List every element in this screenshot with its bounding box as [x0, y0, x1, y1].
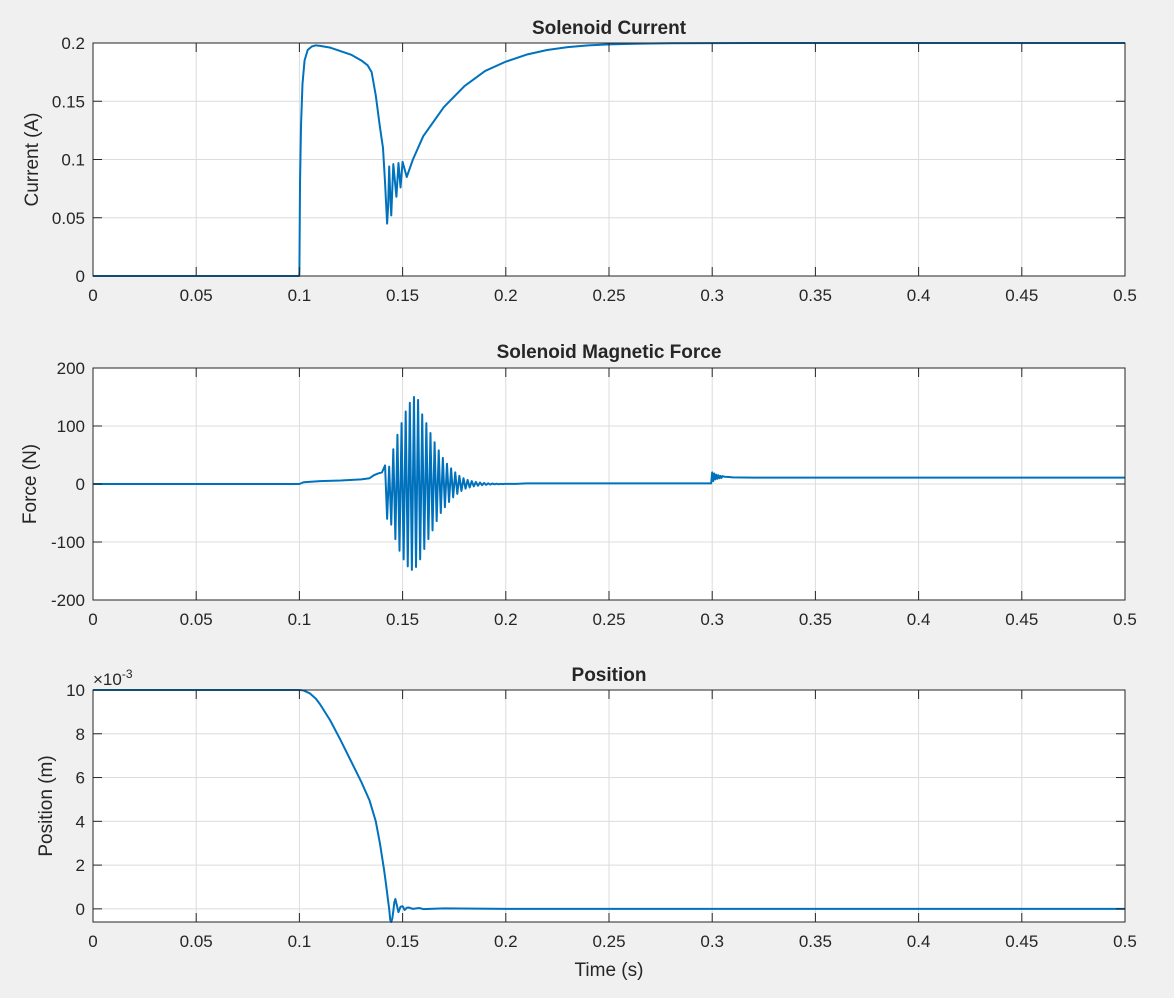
x-tick-label: 0: [88, 286, 97, 305]
y-tick-label: 0.15: [52, 92, 85, 111]
y-tick-label: 0: [76, 900, 85, 919]
y-tick-label: 0: [76, 267, 85, 286]
y-axis-label: Current (A): [22, 113, 43, 207]
x-tick-label: 0: [88, 932, 97, 951]
y-tick-label: 6: [76, 769, 85, 788]
y-tick-label: -200: [51, 591, 85, 610]
series-line: [93, 42, 1125, 277]
x-tick-label: 0.45: [1005, 610, 1038, 629]
x-tick-label: 0.1: [288, 610, 312, 629]
y-tick-label: 2: [76, 856, 85, 875]
y-tick-label: 100: [57, 417, 85, 436]
x-tick-label: 0.2: [494, 932, 518, 951]
chart-title: Solenoid Magnetic Force: [497, 342, 722, 363]
subplot-solenoid-current: 0 0.05 0.1 0.15 0.2 0.25 0.3 0.35 0.4 0.45 0.5 0 0.0…: [22, 18, 1137, 305]
x-tick-label: 0.05: [180, 932, 213, 951]
y-tick-label: 8: [76, 725, 85, 744]
y-exponent-label: ×10-3: [93, 667, 133, 689]
x-tick-label: 0.5: [1113, 610, 1137, 629]
y-tick-label: 0: [76, 475, 85, 494]
y-exponent-base: ×10: [93, 670, 122, 689]
x-tick-label: 0.15: [386, 932, 419, 951]
y-axis-label: Position (m): [36, 755, 57, 856]
subplot-magnetic-force: 0 0.05 0.1 0.15 0.2 0.25 0.3 0.35 0.4 0.45 0.5 -200…: [20, 342, 1137, 629]
chart-title: Position: [572, 665, 647, 686]
series-group: [93, 689, 1125, 923]
x-tick-label: 0.45: [1005, 932, 1038, 951]
chart-title: Solenoid Current: [532, 18, 687, 39]
subplot-position: 0 0.05 0.1 0.15 0.2 0.25 0.3 0.35 0.4 0.45 0.5 0 2 4 6…: [36, 665, 1137, 981]
x-tick-label: 0.4: [907, 286, 931, 305]
x-tick-label: 0.3: [700, 286, 724, 305]
x-tick-label: 0.4: [907, 610, 931, 629]
x-tick-label: 0.25: [592, 932, 625, 951]
x-tick-label: 0.4: [907, 932, 931, 951]
x-tick-label: 0.5: [1113, 932, 1137, 951]
y-exponent-power: -3: [122, 667, 133, 681]
series-group: [93, 396, 1125, 571]
y-axis-label: Force (N): [20, 444, 41, 524]
x-tick-label: 0.15: [386, 610, 419, 629]
y-tick-label: 0.05: [52, 209, 85, 228]
series-line: [93, 396, 1125, 571]
x-tick-label: 0.1: [288, 932, 312, 951]
x-tick-label: 0.3: [700, 610, 724, 629]
x-tick-label: 0.25: [592, 610, 625, 629]
x-tick-label: 0.25: [592, 286, 625, 305]
x-tick-label: 0.15: [386, 286, 419, 305]
ticks: 0 0.05 0.1 0.15 0.2 0.25 0.3 0.35 0.4 0.45 0.5 0 2 4 6…: [66, 681, 1137, 951]
x-tick-label: 0.3: [700, 932, 724, 951]
y-tick-label: 4: [76, 812, 85, 831]
ticks: 0 0.05 0.1 0.15 0.2 0.25 0.3 0.35 0.4 0.45 0.5 0 0.0…: [52, 34, 1137, 305]
x-tick-label: 0.35: [799, 286, 832, 305]
x-tick-label: 0: [88, 610, 97, 629]
x-axis-label: Time (s): [575, 960, 644, 981]
x-tick-label: 0.35: [799, 610, 832, 629]
y-tick-label: 200: [57, 359, 85, 378]
x-tick-label: 0.1: [288, 286, 312, 305]
x-tick-label: 0.5: [1113, 286, 1137, 305]
x-tick-label: 0.35: [799, 932, 832, 951]
x-tick-label: 0.45: [1005, 286, 1038, 305]
x-tick-label: 0.2: [494, 610, 518, 629]
ticks: 0 0.05 0.1 0.15 0.2 0.25 0.3 0.35 0.4 0.45 0.5 -200…: [51, 359, 1137, 629]
y-tick-label: 10: [66, 681, 85, 700]
y-tick-label: -100: [51, 533, 85, 552]
y-tick-label: 0.1: [61, 151, 85, 170]
series-group: [93, 42, 1125, 277]
x-tick-label: 0.05: [180, 610, 213, 629]
x-tick-label: 0.05: [180, 286, 213, 305]
series-line: [93, 689, 1125, 923]
x-tick-label: 0.2: [494, 286, 518, 305]
y-tick-label: 0.2: [61, 34, 85, 53]
